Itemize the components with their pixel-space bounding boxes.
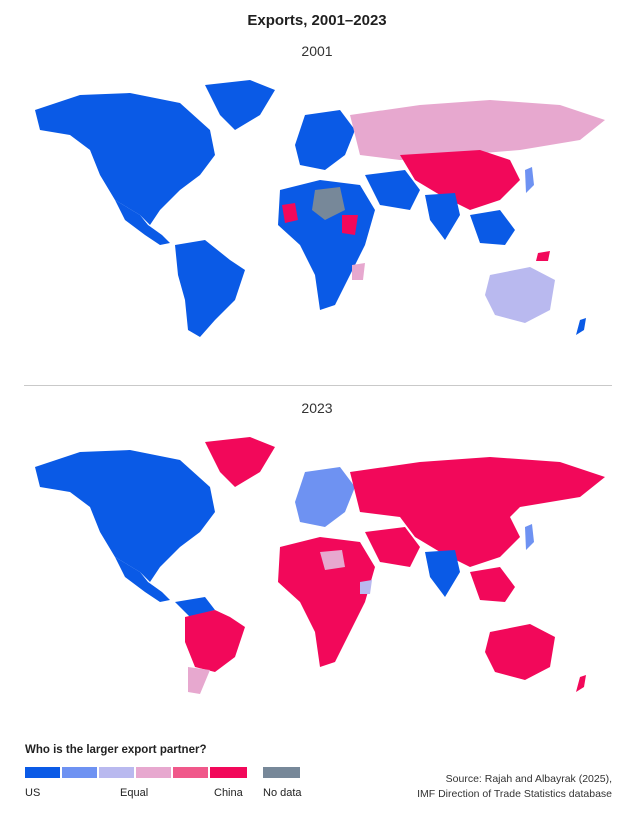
south-america-south bbox=[188, 667, 210, 694]
north-america bbox=[35, 450, 215, 582]
australia bbox=[485, 624, 555, 680]
swatch-no-data bbox=[263, 767, 300, 778]
south-america bbox=[175, 240, 245, 337]
region-north-america bbox=[35, 93, 215, 245]
africa bbox=[278, 180, 375, 310]
central-america bbox=[115, 557, 170, 602]
source-line-1: Source: Rajah and Albayrak (2025), bbox=[445, 773, 612, 785]
africa bbox=[278, 537, 375, 667]
legend-swatches bbox=[25, 767, 305, 778]
africa-equal-east bbox=[360, 580, 372, 594]
map-2023-year: 2023 bbox=[301, 400, 333, 416]
africa-china-central bbox=[342, 215, 358, 235]
greenland bbox=[205, 80, 275, 130]
swatch-china-leaning-light bbox=[136, 767, 171, 778]
swatch-us bbox=[25, 767, 60, 778]
swatch-china-leaning bbox=[173, 767, 208, 778]
japan bbox=[525, 167, 534, 193]
central-america bbox=[115, 200, 170, 245]
new-zealand bbox=[576, 675, 586, 692]
swatch-china bbox=[210, 767, 247, 778]
africa-pink-east bbox=[352, 263, 365, 280]
africa-china-west bbox=[282, 203, 298, 223]
europe bbox=[295, 467, 355, 527]
world-map-2023 bbox=[35, 437, 605, 694]
swatch-us-leaning bbox=[62, 767, 97, 778]
legend-label-equal: Equal bbox=[120, 787, 149, 799]
southeast-asia bbox=[470, 210, 515, 245]
africa-nodata bbox=[312, 187, 345, 220]
russia bbox=[350, 100, 605, 160]
source-line-2: IMF Direction of Trade Statistics databa… bbox=[417, 788, 612, 800]
australia bbox=[485, 267, 555, 323]
source-note: Source: Rajah and Albayrak (2025), IMF D… bbox=[417, 772, 612, 802]
chart-title: Exports, 2001–2023 bbox=[247, 12, 387, 29]
greenland bbox=[205, 437, 275, 487]
png-china bbox=[536, 251, 550, 261]
india bbox=[425, 550, 460, 597]
new-zealand bbox=[576, 318, 586, 335]
legend-label-no-data: No data bbox=[263, 787, 302, 799]
legend-title: Who is the larger export partner? bbox=[25, 744, 207, 756]
world-map-2001 bbox=[35, 80, 605, 337]
divider bbox=[24, 385, 612, 386]
middle-east bbox=[365, 527, 420, 567]
russia-asia bbox=[350, 457, 605, 567]
map-2001-year: 2001 bbox=[301, 43, 333, 59]
south-america-north bbox=[175, 597, 215, 617]
middle-east bbox=[365, 170, 420, 210]
southeast-asia bbox=[470, 567, 515, 602]
africa-pink-north bbox=[320, 550, 345, 570]
south-america bbox=[185, 610, 245, 672]
legend-label-china: China bbox=[214, 787, 243, 799]
north-america bbox=[35, 93, 215, 225]
swatch-equal bbox=[99, 767, 134, 778]
japan bbox=[525, 524, 534, 550]
central-asia-china bbox=[400, 150, 520, 210]
legend-label-us: US bbox=[25, 787, 41, 799]
india bbox=[425, 193, 460, 240]
europe bbox=[295, 110, 355, 170]
